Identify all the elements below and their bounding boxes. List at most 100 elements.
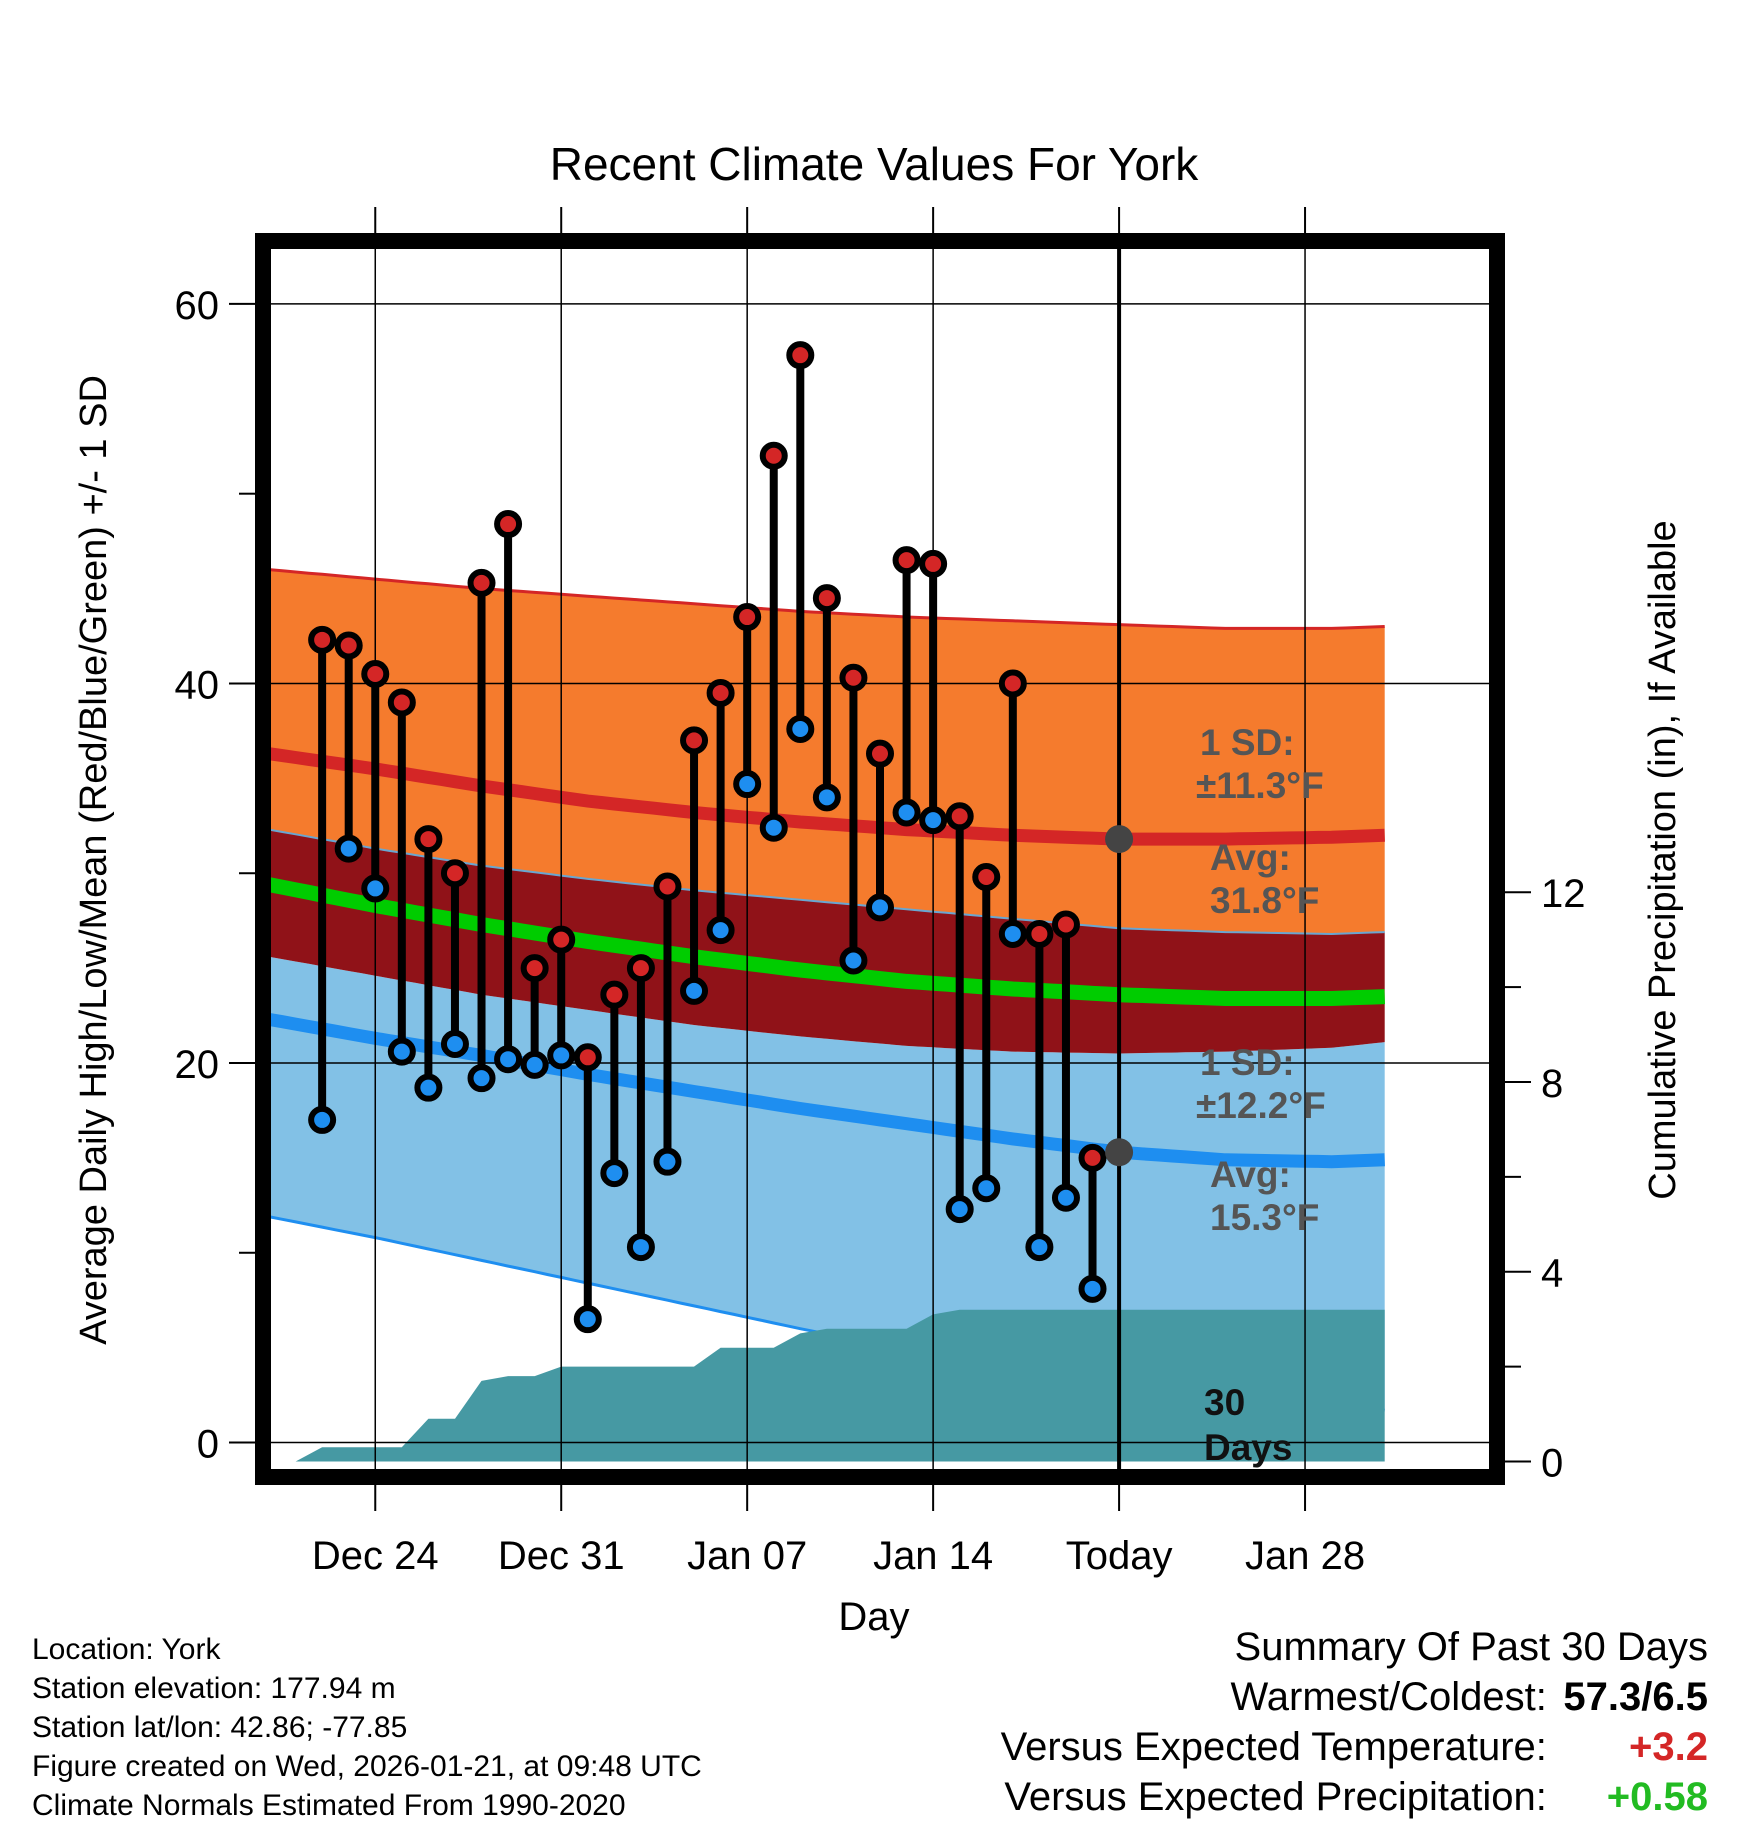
daily-high-point <box>759 441 788 470</box>
y-axis-label: Average Daily High/Low/Mean (Red/Blue/Gr… <box>73 375 115 1345</box>
daily-high-point <box>308 625 337 654</box>
daily-low-point <box>334 834 363 863</box>
high-sd-label: 1 SD: <box>1200 722 1295 763</box>
x-tick-label: Today <box>1066 1534 1173 1578</box>
daily-low-point <box>706 916 735 945</box>
daily-high-point <box>786 341 815 370</box>
daily-low-point <box>759 813 788 842</box>
summary-precip-value: +0.58 <box>1606 1775 1708 1819</box>
high-avg-line <box>269 747 1385 846</box>
daily-low-point <box>520 1050 549 1079</box>
daily-low-point <box>387 1037 416 1066</box>
daily-high-point <box>387 688 416 717</box>
daily-high-point <box>972 863 1001 892</box>
y-tick-label: 40 <box>175 663 220 707</box>
low-avg-value: 15.3°F <box>1210 1197 1319 1238</box>
info-normals: Climate Normals Estimated From 1990-2020 <box>32 1789 626 1822</box>
y-tick-label: 60 <box>175 284 220 328</box>
info-elevation: Station elevation: 177.94 m <box>32 1672 396 1705</box>
summary-warmest-value: 57.3/6.5 <box>1563 1675 1708 1719</box>
x-tick-label: Dec 24 <box>312 1534 439 1578</box>
x-tick-label: Jan 14 <box>873 1534 993 1578</box>
daily-low-point <box>653 1147 682 1176</box>
daily-low-point <box>308 1105 337 1134</box>
daily-high-point <box>414 825 443 854</box>
x-tick-label: Dec 31 <box>498 1534 625 1578</box>
low-avg-dot <box>1105 1138 1134 1167</box>
daily-low-point <box>733 770 762 799</box>
daily-high-point <box>1051 910 1080 939</box>
x-tick-label: Jan 07 <box>687 1534 807 1578</box>
daily-high-point <box>547 925 576 954</box>
daily-low-point <box>998 919 1027 948</box>
low-sd-label: 1 SD: <box>1200 1042 1295 1083</box>
summary-warmest-label: Warmest/Coldest: <box>1230 1675 1547 1719</box>
daily-low-point <box>600 1159 629 1188</box>
summary-warmest-row: Warmest/Coldest: 57.3/6.5 <box>1001 1672 1709 1722</box>
annotations: 1 SD: ±11.3°F Avg: 31.8°F 1 SD: ±12.2°F … <box>1196 722 1326 1468</box>
daily-low-point <box>972 1174 1001 1203</box>
summary-precip-row: Versus Expected Precipitation: +0.58 <box>1001 1772 1708 1822</box>
daily-low-point <box>573 1305 602 1334</box>
daily-low-point <box>680 976 709 1005</box>
daily-low-point <box>467 1064 496 1093</box>
daily-high-point <box>733 603 762 632</box>
high-avg-label: Avg: <box>1210 837 1291 878</box>
daily-low-point <box>494 1045 523 1074</box>
daily-high-point <box>626 954 655 983</box>
daily-high-point <box>680 726 709 755</box>
daily-low-point <box>945 1195 974 1224</box>
daily-high-point <box>467 568 496 597</box>
daily-high-point <box>892 546 921 575</box>
y-tick-label: 0 <box>197 1423 219 1467</box>
daily-high-point <box>945 802 974 831</box>
y-tick-label: 20 <box>175 1043 220 1087</box>
daily-high-point <box>494 510 523 539</box>
daily-low-point <box>626 1233 655 1262</box>
window-label-days: Days <box>1204 1427 1292 1468</box>
daily-low-point <box>786 715 815 744</box>
y2-axis-label: Cumulative Precipitation (in), If Availa… <box>1642 520 1684 1199</box>
summary-temp-label: Versus Expected Temperature: <box>1000 1725 1547 1769</box>
daily-low-point <box>812 783 841 812</box>
plot-area <box>269 247 1491 1471</box>
plot-border <box>255 233 1505 1485</box>
summary-temp-row: Versus Expected Temperature: +3.2 <box>1001 1722 1708 1772</box>
daily-high-point <box>334 631 363 660</box>
window-label-number: 30 <box>1204 1382 1245 1423</box>
low-sd-value: ±12.2°F <box>1196 1085 1326 1126</box>
summary-panel: Summary Of Past 30 Days Warmest/Coldest:… <box>1001 1622 1708 1822</box>
y2-tick-label: 12 <box>1541 872 1586 916</box>
daily-high-point <box>1078 1143 1107 1172</box>
daily-high-point <box>600 980 629 1009</box>
x-tick-label: Jan 28 <box>1245 1534 1365 1578</box>
high-sd-value: ±11.3°F <box>1196 765 1324 806</box>
summary-temp-value: +3.2 <box>1629 1725 1708 1769</box>
low-avg-label: Avg: <box>1210 1154 1291 1195</box>
daily-high-point <box>812 584 841 613</box>
daily-low-point <box>919 806 948 835</box>
station-info: Location: York Station elevation: 177.94… <box>32 1630 702 1825</box>
daily-low-point <box>892 798 921 827</box>
info-location: Location: York <box>32 1633 221 1666</box>
daily-high-point <box>866 739 894 768</box>
daily-high-point <box>653 872 682 901</box>
precip-area <box>295 1309 1385 1462</box>
info-created: Figure created on Wed, 2026-01-21, at 09… <box>32 1750 702 1783</box>
summary-title: Summary Of Past 30 Days <box>1234 1625 1708 1669</box>
daily-low-point <box>361 874 390 903</box>
axes: 0 20 40 60 0 4 8 12 Dec 24 Dec 31 Jan 07 Jan 14 Toda… <box>175 207 1586 1578</box>
daily-high-point <box>839 663 868 692</box>
daily-high-point <box>919 549 948 578</box>
high-avg-value: 31.8°F <box>1210 880 1319 921</box>
x-axis-label: Day <box>838 1595 909 1639</box>
daily-high-point <box>998 669 1027 698</box>
daily-low-point <box>1025 1233 1054 1262</box>
daily-high-point <box>573 1043 602 1072</box>
daily-low-point <box>1078 1274 1107 1303</box>
daily-low-point <box>547 1041 576 1070</box>
daily-high-point <box>361 659 390 688</box>
daily-high-point <box>1025 919 1054 948</box>
daily-low-point <box>414 1073 443 1102</box>
